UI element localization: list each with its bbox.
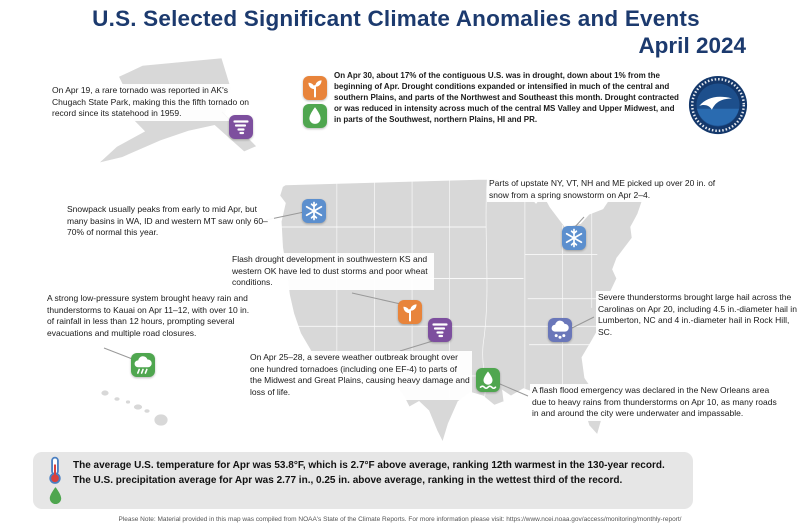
flood-icon <box>476 368 500 392</box>
annotation-text: On Apr 19, a rare tornado was reported i… <box>52 85 250 119</box>
rain-cloud-icon <box>131 353 155 377</box>
hail-icon <box>548 318 572 342</box>
annotation-snowpack: Snowpack usually peaks from early to mid… <box>65 203 274 241</box>
annotation-text: Flash drought development in southwester… <box>232 254 428 288</box>
tornado-icon <box>428 318 452 342</box>
thermometer-icon <box>44 455 66 490</box>
annotation-alaska-tornado: On Apr 19, a rare tornado was reported i… <box>50 84 254 122</box>
annotation-flash-drought: Flash drought development in southwester… <box>230 253 434 291</box>
annotation-carolinas-hail: Severe thunderstorms brought large hail … <box>596 291 800 340</box>
state-borders <box>281 179 605 399</box>
drought-icon <box>303 76 327 100</box>
water-drop-icon <box>46 485 65 514</box>
title-line-2: April 2024 <box>638 33 746 58</box>
annotation-northeast-snowstorm: Parts of upstate NY, VT, NH and ME picke… <box>487 177 731 203</box>
annotation-text: Parts of upstate NY, VT, NH and ME picke… <box>489 178 716 200</box>
page-title: U.S. Selected Significant Climate Anomal… <box>46 6 746 59</box>
noaa-logo <box>688 75 748 135</box>
annotation-text: A strong low-pressure system brought hea… <box>47 293 250 339</box>
annotation-text: On Apr 25–28, a severe weather outbreak … <box>250 352 470 398</box>
water-drop-icon <box>303 104 327 128</box>
annotation-text: A flash flood emergency was declared in … <box>532 385 777 419</box>
summary-box: The average U.S. temperature for Apr was… <box>33 452 693 509</box>
annotation-text: On Apr 30, about 17% of the contiguous U… <box>334 71 679 125</box>
annotation-tornado-outbreak: On Apr 25–28, a severe weather outbreak … <box>248 351 472 400</box>
annotation-text: Severe thunderstorms brought large hail … <box>598 292 797 338</box>
annotation-text: Snowpack usually peaks from early to mid… <box>67 204 268 238</box>
drought-icon <box>398 300 422 324</box>
annotation-drought-overview: On Apr 30, about 17% of the contiguous U… <box>332 69 681 126</box>
summary-text: The average U.S. temperature for Apr was… <box>73 460 665 486</box>
hawaii-map <box>100 389 169 427</box>
annotation-kauai-rain: A strong low-pressure system brought hea… <box>45 292 259 341</box>
title-line-1: U.S. Selected Significant Climate Anomal… <box>92 6 700 31</box>
footer-note: Please Note: Material provided in this m… <box>118 516 682 523</box>
tornado-icon <box>229 115 253 139</box>
snowflake-icon <box>562 226 586 250</box>
annotation-new-orleans-flood: A flash flood emergency was declared in … <box>530 384 782 422</box>
snowflake-icon <box>302 199 326 223</box>
